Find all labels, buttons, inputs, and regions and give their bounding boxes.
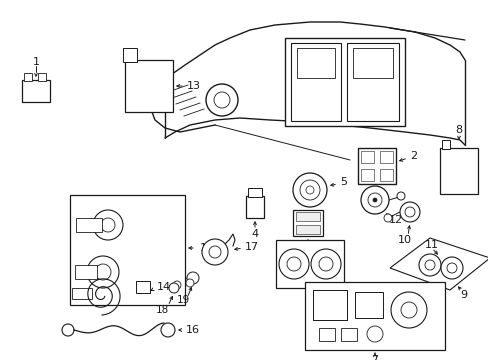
Bar (136, 281, 150, 293)
Bar (72, 288, 92, 299)
Circle shape (169, 283, 179, 293)
Bar (285, 38, 404, 126)
Bar (354, 292, 382, 318)
Circle shape (173, 281, 181, 289)
Bar (38, 73, 46, 81)
Bar (24, 73, 32, 81)
Text: 3: 3 (304, 247, 311, 257)
Circle shape (299, 180, 319, 200)
Bar (290, 43, 340, 121)
Circle shape (186, 272, 199, 284)
Bar (352, 48, 392, 78)
Bar (123, 48, 137, 62)
Circle shape (62, 324, 74, 336)
Text: 14: 14 (157, 282, 171, 292)
Circle shape (87, 256, 119, 288)
Circle shape (360, 186, 388, 214)
Circle shape (202, 239, 227, 265)
Circle shape (101, 218, 115, 232)
Circle shape (446, 263, 456, 273)
Circle shape (318, 257, 332, 271)
Bar (292, 210, 323, 236)
Circle shape (366, 326, 382, 342)
Text: 7: 7 (371, 355, 378, 360)
Bar (441, 140, 449, 149)
Text: 2: 2 (409, 151, 416, 161)
Polygon shape (389, 238, 488, 290)
Bar (125, 60, 173, 112)
Text: 5: 5 (339, 177, 346, 187)
Text: 8: 8 (454, 125, 462, 135)
Circle shape (161, 323, 175, 337)
Circle shape (383, 214, 391, 222)
Bar (312, 290, 346, 320)
Text: 1: 1 (32, 57, 40, 67)
Circle shape (279, 249, 308, 279)
Bar (340, 328, 356, 341)
Bar (360, 151, 373, 163)
Circle shape (286, 257, 301, 271)
Bar (295, 225, 319, 234)
Circle shape (399, 202, 419, 222)
Circle shape (208, 246, 221, 258)
Text: 6: 6 (306, 297, 313, 307)
Bar (305, 282, 444, 350)
Circle shape (292, 173, 326, 207)
Text: 13: 13 (186, 81, 201, 91)
Circle shape (185, 279, 194, 287)
Circle shape (404, 207, 414, 217)
Bar (379, 169, 392, 181)
Bar (439, 148, 477, 194)
Text: 15: 15 (200, 243, 214, 253)
Bar (346, 43, 398, 121)
Bar (275, 240, 343, 288)
Circle shape (205, 84, 238, 116)
Circle shape (396, 192, 404, 200)
Text: 19: 19 (176, 295, 189, 305)
Bar (76, 218, 102, 232)
Text: 10: 10 (397, 235, 411, 245)
Circle shape (424, 260, 434, 270)
Bar (312, 290, 346, 320)
Bar (245, 196, 264, 218)
Circle shape (214, 92, 229, 108)
Circle shape (305, 186, 313, 194)
Circle shape (372, 198, 376, 202)
Circle shape (95, 264, 111, 280)
Bar (379, 151, 392, 163)
Bar (70, 195, 184, 305)
Bar (360, 169, 373, 181)
Bar (22, 80, 50, 102)
Text: 12: 12 (388, 215, 402, 225)
Text: 9: 9 (459, 290, 466, 300)
Circle shape (93, 210, 123, 240)
Bar (295, 212, 319, 221)
Bar (357, 148, 395, 184)
Circle shape (418, 254, 440, 276)
Circle shape (440, 257, 462, 279)
Text: 4: 4 (251, 229, 258, 239)
Circle shape (400, 302, 416, 318)
Circle shape (390, 292, 426, 328)
Bar (247, 188, 262, 197)
Text: 17: 17 (244, 242, 259, 252)
Bar (318, 328, 334, 341)
Bar (296, 48, 334, 78)
Text: 11: 11 (424, 240, 438, 250)
Circle shape (367, 193, 381, 207)
Text: 18: 18 (155, 305, 168, 315)
Circle shape (310, 249, 340, 279)
Bar (75, 265, 97, 279)
Text: 16: 16 (185, 325, 200, 335)
